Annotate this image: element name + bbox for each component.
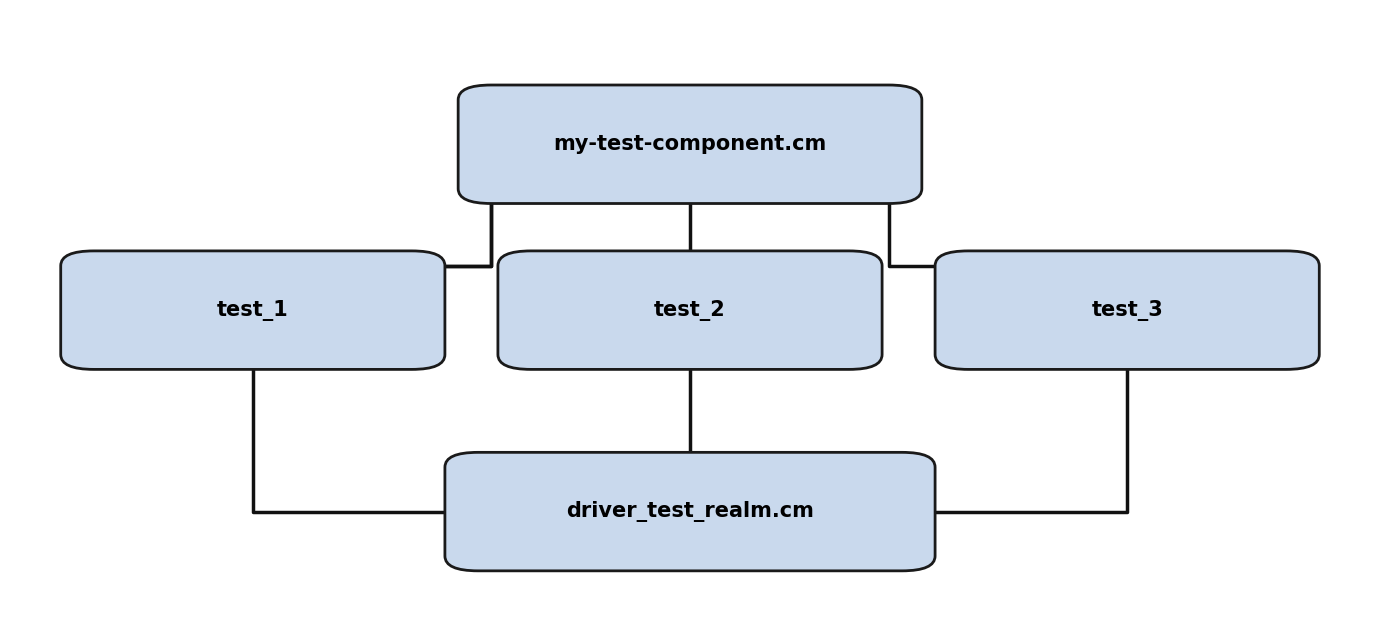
Text: test_2: test_2	[654, 299, 726, 321]
FancyBboxPatch shape	[936, 251, 1319, 370]
FancyBboxPatch shape	[498, 251, 882, 370]
Text: test_1: test_1	[217, 299, 288, 321]
FancyBboxPatch shape	[61, 251, 444, 370]
FancyBboxPatch shape	[458, 85, 922, 204]
FancyBboxPatch shape	[444, 452, 936, 571]
Text: test_3: test_3	[1092, 299, 1163, 321]
Text: my-test-component.cm: my-test-component.cm	[553, 134, 827, 155]
Text: driver_test_realm.cm: driver_test_realm.cm	[566, 501, 814, 522]
